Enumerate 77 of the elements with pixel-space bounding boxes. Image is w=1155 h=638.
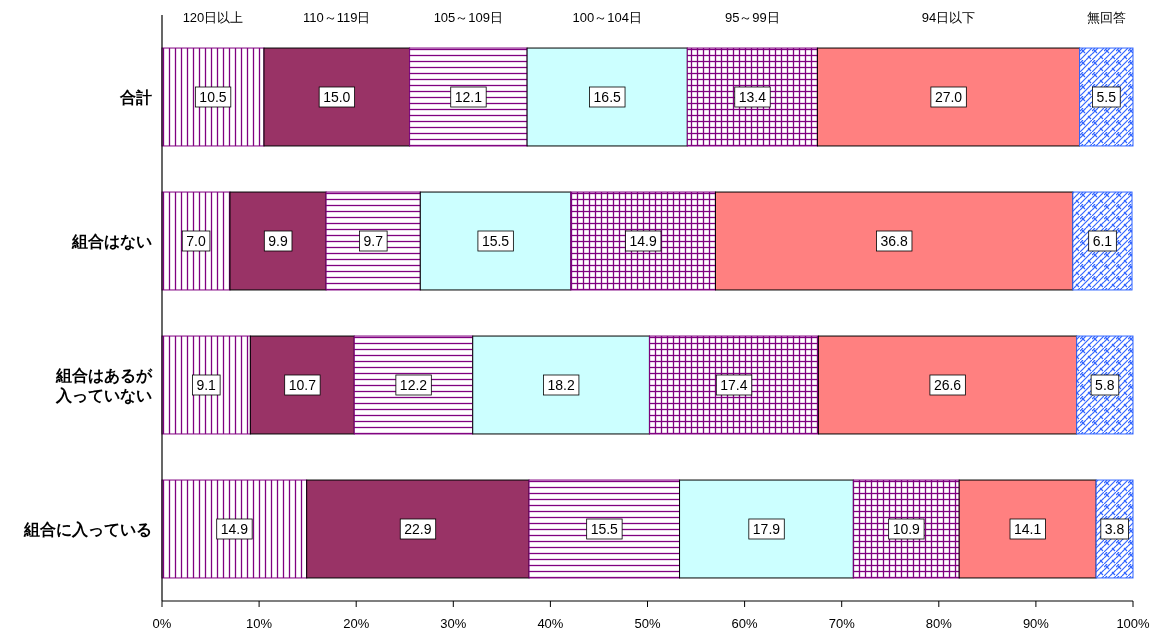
bar xyxy=(817,335,1078,435)
data-label: 10.9 xyxy=(892,521,921,537)
bar xyxy=(648,335,819,435)
x-tick-label: 70% xyxy=(828,616,856,631)
data-label: 36.8 xyxy=(880,233,908,249)
data-label: 9.9 xyxy=(268,233,288,249)
x-tick-label: 40% xyxy=(537,616,564,631)
bar xyxy=(353,335,474,435)
data-label: 12.1 xyxy=(454,89,483,105)
series-label: 無回答 xyxy=(1086,10,1126,25)
data-label: 15.0 xyxy=(323,89,351,105)
data-label: 13.4 xyxy=(738,89,767,105)
bar xyxy=(161,335,251,435)
bar xyxy=(419,191,572,291)
bar xyxy=(472,335,650,435)
x-tick-label: 90% xyxy=(1022,616,1050,631)
data-label: 3.8 xyxy=(1104,521,1125,537)
data-label: 17.4 xyxy=(720,377,748,393)
data-label: 14.1 xyxy=(1014,521,1042,537)
x-tick-label: 10% xyxy=(246,616,273,631)
series-label: 94日以下 xyxy=(921,10,976,25)
x-tick-label: 30% xyxy=(440,616,467,631)
bar xyxy=(570,191,716,291)
data-label: 10.5 xyxy=(199,89,227,105)
bar xyxy=(958,479,1097,579)
bar xyxy=(1072,191,1133,291)
bar xyxy=(526,47,688,147)
bar xyxy=(1076,335,1134,435)
data-label: 12.2 xyxy=(399,377,428,393)
bar xyxy=(679,479,854,579)
y-tick-label: 合計 xyxy=(119,89,152,106)
x-tick-label: 0% xyxy=(152,616,172,631)
data-label: 14.9 xyxy=(220,521,249,537)
bar xyxy=(161,47,265,147)
data-label: 6.1 xyxy=(1092,233,1113,249)
data-label: 22.9 xyxy=(404,521,432,537)
x-tick-label: 20% xyxy=(343,616,370,631)
data-label: 9.7 xyxy=(363,233,384,249)
data-label: 27.0 xyxy=(934,89,963,105)
bar xyxy=(528,479,681,579)
data-label: 18.2 xyxy=(547,377,575,393)
data-label: 15.5 xyxy=(481,233,510,249)
series-label: 120日以上 xyxy=(182,10,244,25)
data-label: 16.5 xyxy=(593,89,622,105)
data-label: 9.1 xyxy=(196,377,217,393)
y-tick-label: 組合はない xyxy=(71,233,152,251)
x-tick-label: 80% xyxy=(925,616,953,631)
bar xyxy=(229,191,327,291)
x-tick-label: 50% xyxy=(634,616,661,631)
bar xyxy=(714,191,1074,291)
bar xyxy=(816,47,1081,147)
x-tick-label: 60% xyxy=(731,616,759,631)
bar xyxy=(409,47,528,147)
series-label: 95～99日 xyxy=(724,10,780,25)
data-label: 5.5 xyxy=(1096,89,1117,105)
bar xyxy=(852,479,960,579)
data-label: 15.5 xyxy=(590,521,619,537)
x-tick-label: 100% xyxy=(1116,616,1151,631)
data-label: 7.0 xyxy=(186,233,206,249)
data-label: 5.8 xyxy=(1095,377,1115,393)
series-label: 100～104日 xyxy=(572,10,642,25)
data-label: 17.9 xyxy=(752,521,781,537)
series-label: 105～109日 xyxy=(433,10,504,25)
series-label: 110～119日 xyxy=(303,10,371,25)
data-label: 10.7 xyxy=(288,377,317,393)
y-tick-label: 組合はあるが入っていない xyxy=(55,367,153,405)
bar xyxy=(249,335,355,435)
bar xyxy=(686,47,818,147)
y-tick-label: 組合に入っている xyxy=(23,521,152,538)
bar xyxy=(161,191,231,291)
bar xyxy=(161,479,308,579)
bar xyxy=(306,479,530,579)
data-label: 26.6 xyxy=(933,377,962,393)
bar xyxy=(325,191,421,291)
bar xyxy=(263,47,411,147)
data-label: 14.9 xyxy=(629,233,657,249)
bar xyxy=(1079,47,1134,147)
